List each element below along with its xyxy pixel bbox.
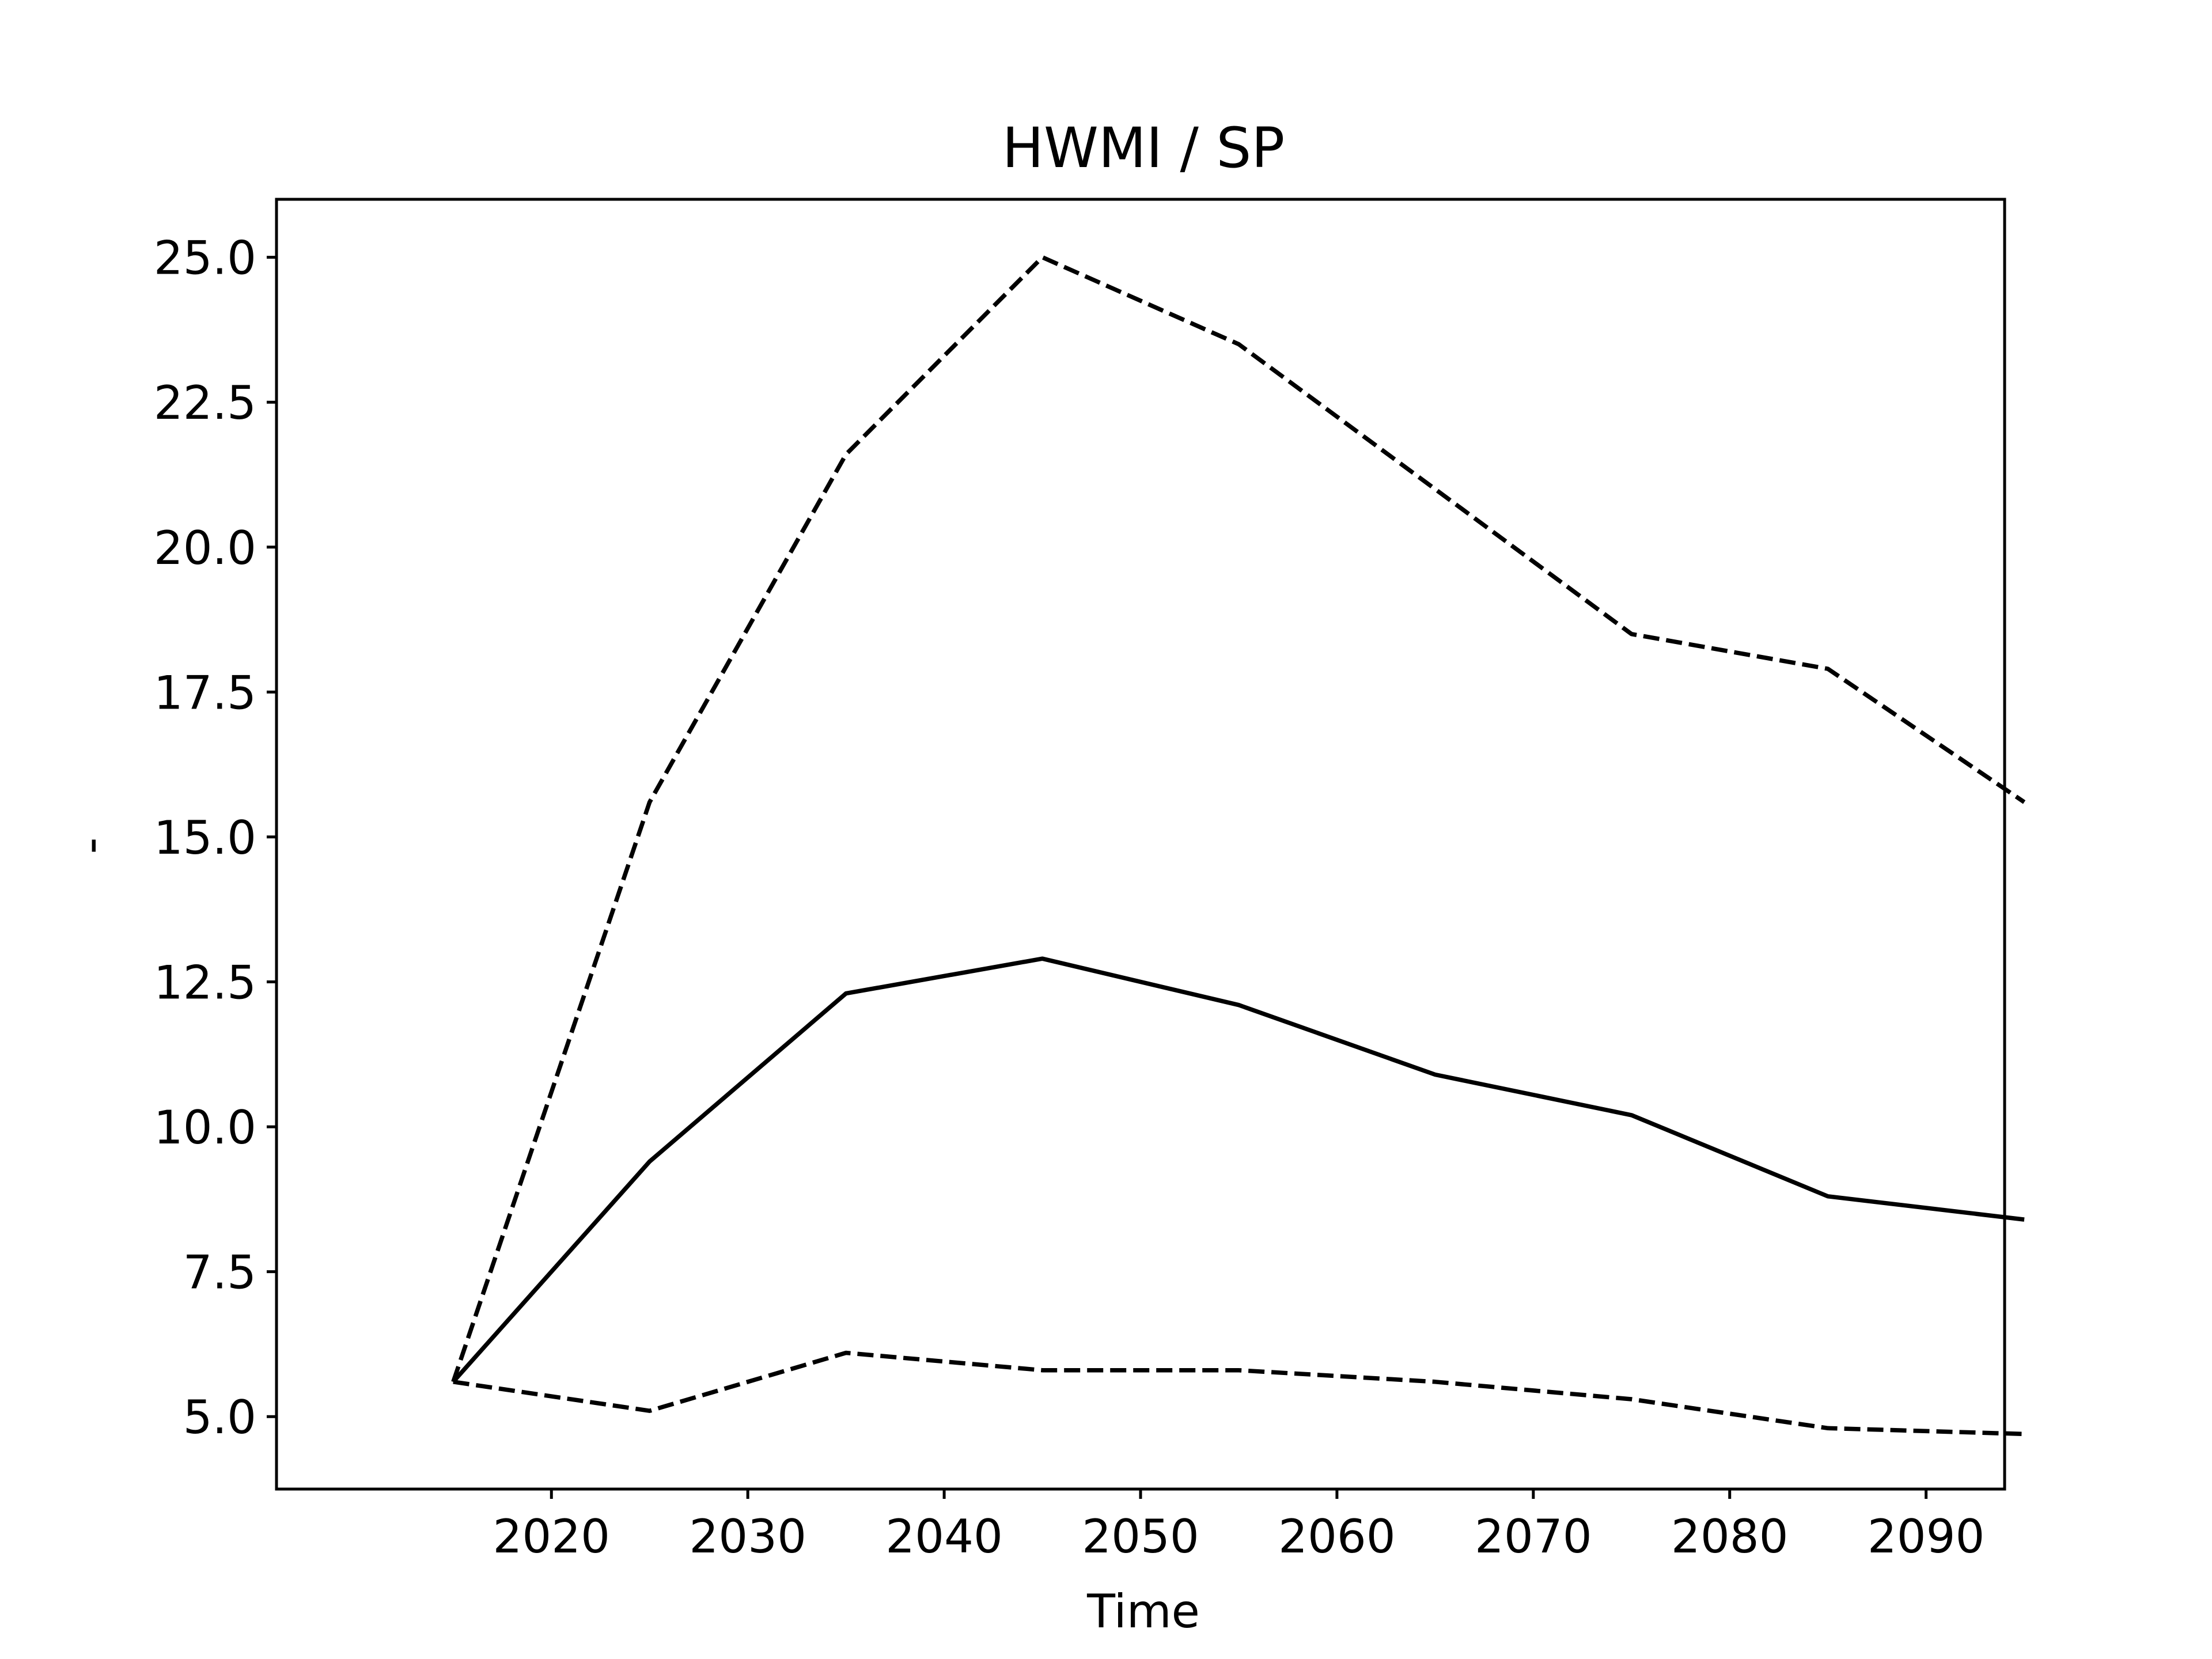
x-tick-label: 2030 [689,1510,806,1563]
y-axis-label: - [64,838,118,854]
y-tick-label: 25.0 [154,232,256,285]
x-tick-label: 2070 [1475,1510,1592,1563]
x-tick-label: 2060 [1278,1510,1396,1563]
series-line-2-solid [452,956,2025,1384]
y-tick-label: 12.5 [154,956,256,1009]
x-tick-label: 2040 [885,1510,1003,1563]
y-tick-label: 20.0 [154,521,256,575]
x-axis: 2020 2030 2040 2050 2060 2070 2080 2090 [493,1489,1984,1563]
chart-title: HWMI / SP [1002,116,1285,180]
x-axis-label: Time [1086,1585,1200,1638]
series-line-3-dashed [453,1350,2025,1437]
series-line-1-dashed [451,255,2026,1383]
y-tick-label: 17.5 [154,666,256,719]
plot-frame [275,198,2006,1491]
y-tick-label: 15.0 [154,811,256,865]
x-tick-label: 2050 [1082,1510,1199,1563]
y-tick-label: 10.0 [154,1101,256,1154]
x-tick-label: 2080 [1671,1510,1789,1563]
y-tick-label: 22.5 [154,376,256,430]
plot-content [451,255,2026,1437]
x-tick-label: 2020 [493,1510,610,1563]
y-axis: 5.0 7.5 10.0 12.5 15.0 17.5 20.0 22.5 25.0 [154,232,276,1444]
y-tick-label: 5.0 [183,1391,256,1444]
x-tick-label: 2090 [1868,1510,1985,1563]
y-tick-label: 7.5 [183,1246,256,1300]
